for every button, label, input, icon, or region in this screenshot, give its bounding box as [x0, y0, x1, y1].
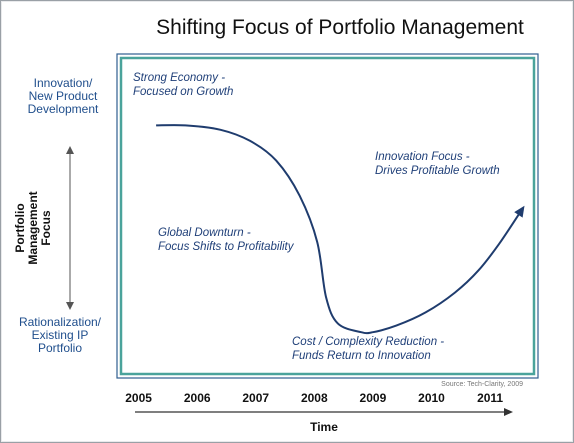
x-tick-labels: 2005 2006 2007 2008 2009 2010 2011 [125, 391, 503, 405]
series-arrowhead [514, 205, 525, 218]
annotation-2-line-2: Focus Shifts to Profitability [158, 241, 295, 253]
y-axis-double-arrow [66, 146, 74, 310]
annotation-3-line-2: Funds Return to Innovation [292, 350, 431, 362]
y-bottom-label-line-1: Rationalization/ [19, 315, 102, 329]
annotation-1-line-2: Focused on Growth [133, 86, 233, 98]
annotation-2: Global Downturn - Focus Shifts to Profita… [158, 227, 295, 253]
y-axis-title: Portfolio Management Focus [13, 191, 53, 264]
plot-box-outer [116, 53, 539, 379]
annotation-1: Strong Economy - Focused on Growth [133, 72, 233, 98]
x-axis-arrow [135, 408, 513, 416]
x-tick-label: 2011 [477, 391, 503, 405]
annotation-3: Cost / Complexity Reduction - Funds Retur… [292, 336, 444, 362]
x-tick-label: 2007 [242, 391, 269, 405]
plot-box [119, 56, 536, 376]
y-axis-title-line-3: Focus [39, 210, 53, 246]
x-tick-label: 2010 [418, 391, 445, 405]
y-axis-title-line-2: Management [26, 191, 40, 264]
x-tick-label: 2008 [301, 391, 328, 405]
annotation-4-line-1: Innovation Focus - [375, 151, 470, 163]
annotation-4-line-2: Drives Profitable Growth [375, 165, 500, 177]
annotation-2-line-1: Global Downturn - [158, 227, 251, 239]
x-tick-label: 2009 [360, 391, 387, 405]
source-note: Source: Tech-Clarity, 2009 [441, 381, 523, 388]
chart-title: Shifting Focus of Portfolio Management [156, 16, 524, 39]
annotation-4: Innovation Focus - Drives Profitable Grow… [375, 151, 500, 177]
annotation-1-line-1: Strong Economy - [133, 72, 225, 84]
series-line [156, 124, 524, 335]
y-bottom-label-line-2: Existing IP [32, 328, 89, 342]
y-bottom-label-line-3: Portfolio [38, 341, 82, 355]
x-tick-label: 2005 [125, 391, 152, 405]
annotation-3-line-1: Cost / Complexity Reduction - [292, 336, 444, 348]
x-tick-label: 2006 [184, 391, 211, 405]
y-top-label-line-3: Development [28, 102, 99, 116]
y-axis-title-line-1: Portfolio [13, 203, 27, 252]
y-top-label-line-1: Innovation/ [34, 76, 93, 90]
y-top-label-line-2: New Product [29, 89, 98, 103]
x-axis-title: Time [310, 420, 338, 434]
annotations: Strong Economy - Focused on Growth Global … [133, 72, 500, 362]
